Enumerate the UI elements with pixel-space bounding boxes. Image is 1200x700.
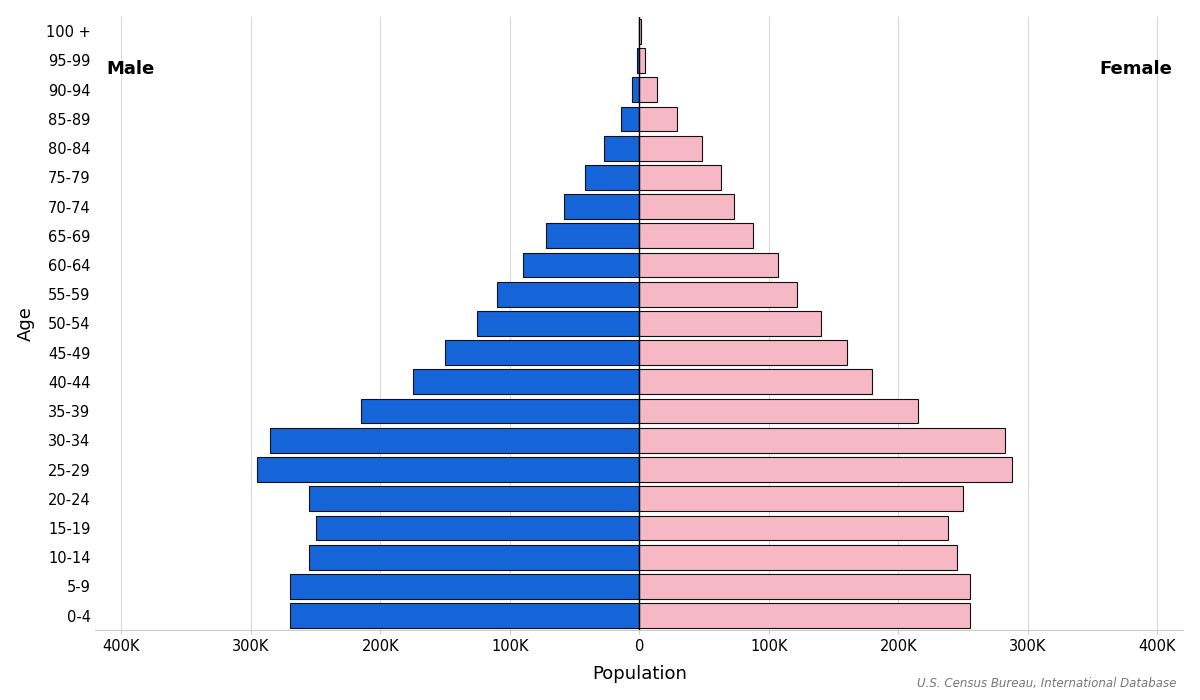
Bar (640, 399, 918, 423)
Bar (497, 282, 640, 307)
Bar (640, 311, 821, 336)
Bar (546, 223, 640, 248)
Bar (564, 194, 640, 219)
X-axis label: Population: Population (592, 665, 686, 683)
Bar (445, 340, 640, 365)
Bar (640, 603, 970, 628)
Bar (640, 165, 721, 190)
Bar (289, 574, 640, 598)
Text: U.S. Census Bureau, International Database: U.S. Census Bureau, International Databa… (917, 676, 1176, 690)
Bar (640, 486, 964, 511)
Bar (523, 253, 640, 277)
Bar (640, 136, 702, 160)
Bar (640, 253, 778, 277)
Bar (270, 428, 640, 453)
Bar (316, 515, 640, 540)
Bar (640, 77, 658, 102)
Bar (640, 340, 846, 365)
Bar (310, 545, 640, 570)
Bar (640, 457, 1013, 482)
Bar (584, 165, 640, 190)
Bar (640, 223, 754, 248)
Bar (361, 399, 640, 423)
Text: Female: Female (1099, 60, 1172, 78)
Bar (622, 106, 640, 132)
Bar (257, 457, 640, 482)
Bar (640, 545, 956, 570)
Bar (310, 486, 640, 511)
Bar (640, 515, 948, 540)
Bar (640, 19, 641, 43)
Bar (640, 194, 734, 219)
Bar (605, 136, 640, 160)
Bar (640, 370, 872, 394)
Bar (640, 48, 646, 73)
Bar (289, 603, 640, 628)
Text: Male: Male (107, 60, 155, 78)
Bar (640, 282, 797, 307)
Bar (640, 106, 677, 132)
Bar (413, 370, 640, 394)
Bar (640, 428, 1004, 453)
Bar (640, 574, 970, 598)
Bar (478, 311, 640, 336)
Bar (637, 48, 640, 73)
Bar (631, 77, 640, 102)
Y-axis label: Age: Age (17, 306, 35, 341)
